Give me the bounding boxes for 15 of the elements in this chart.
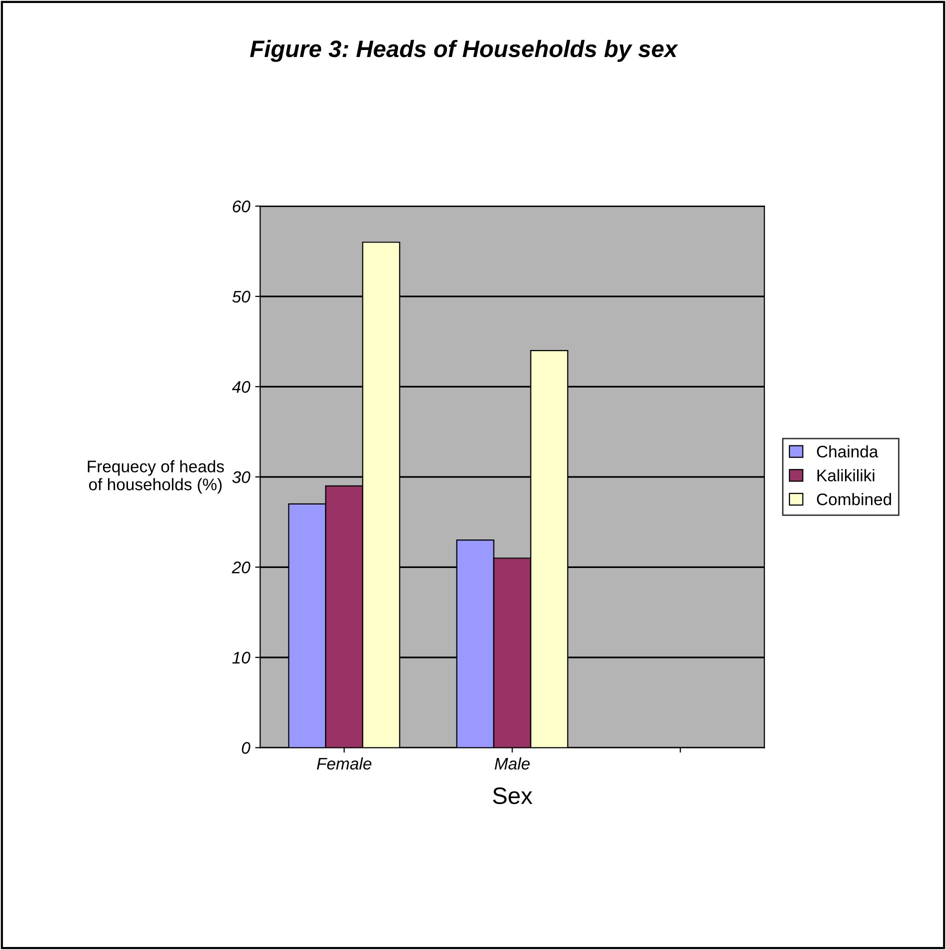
y-tick-label: 10 xyxy=(232,652,250,664)
legend-label: Combined xyxy=(816,493,892,506)
legend-label: Chainda xyxy=(816,445,878,458)
y-tick-label: 0 xyxy=(242,742,250,754)
x-tick-label: Female xyxy=(316,757,372,770)
x-tick-label: Male xyxy=(494,757,530,770)
y-tick-label: 40 xyxy=(232,381,250,393)
y-tick-label: 20 xyxy=(232,562,250,574)
x-axis-title: Sex xyxy=(492,787,532,804)
y-tick-label: 60 xyxy=(232,200,250,212)
y-tick-label: 50 xyxy=(232,290,250,303)
legend-label: Kalikiliki xyxy=(817,469,874,482)
chart-title: Figure 3: Heads of Households by sex xyxy=(250,40,678,62)
y-axis-title: Frequecy of heads of households (%) xyxy=(88,460,224,494)
y-tick-label: 30 xyxy=(232,471,250,484)
